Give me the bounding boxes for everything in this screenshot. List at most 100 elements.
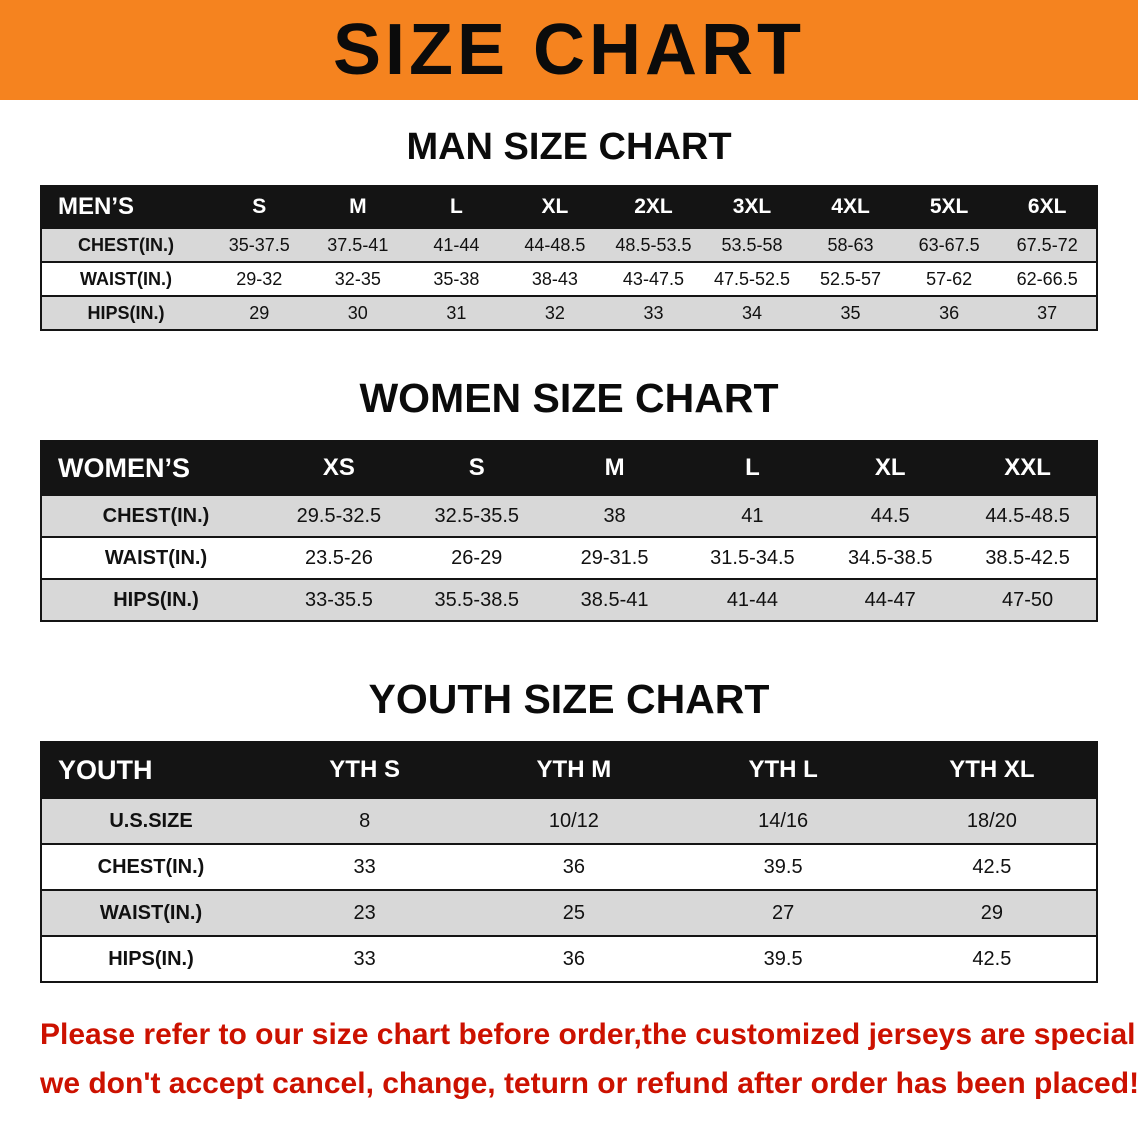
size-value-cell: 47-50 [1001, 588, 1054, 611]
size-value-cell: 43-47.5 [622, 268, 684, 289]
size-column-header: M [604, 454, 625, 481]
size-value-cell: 23.5-26 [304, 546, 373, 569]
size-column-header: L [449, 195, 463, 218]
table-row: WAIST(IN.) 23 25 27 29 [41, 890, 1097, 936]
size-value-cell: 26-29 [451, 546, 503, 569]
row-label: CHEST(IN.) [102, 504, 210, 527]
men-size-table: MEN’S S M L XL 2XL 3XL 4XL 5XL 6XL CHEST(IN.) 35-37… [40, 185, 1098, 331]
size-column-header: M [349, 195, 367, 218]
row-label-header: YOUTH [58, 754, 153, 785]
row-label: CHEST(IN.) [97, 855, 205, 878]
size-column-header: 4XL [831, 195, 870, 218]
size-value-cell: 48.5-53.5 [615, 234, 692, 255]
size-value-cell: 42.5 [972, 947, 1012, 970]
size-value-cell: 29 [980, 901, 1003, 924]
table-row: WAIST(IN.) 29-32 32-35 35-38 38-43 43-47.5 47.… [41, 262, 1097, 296]
disclaimer-line-2: we don't accept cancel, change, teturn o… [40, 1066, 1138, 1100]
table-row: CHEST(IN.) 29.5-32.5 32.5-35.5 38 41 44.5 44.5… [41, 495, 1097, 537]
youth-section-title: YOUTH SIZE CHART [368, 676, 770, 722]
size-value-cell: 25 [562, 901, 585, 924]
table-row: CHEST(IN.) 33 36 39.5 42.5 [41, 844, 1097, 890]
size-value-cell: 38.5-42.5 [985, 546, 1070, 569]
size-value-cell: 32-35 [334, 268, 381, 289]
top-banner: SIZE CHART [0, 0, 1138, 100]
size-value-cell: 41-44 [726, 588, 778, 611]
size-value-cell: 36 [562, 947, 585, 970]
size-column-header: YTH M [536, 756, 612, 783]
size-value-cell: 53.5-58 [721, 234, 783, 255]
size-value-cell: 58-63 [827, 234, 874, 255]
men-section-title: MAN SIZE CHART [406, 126, 732, 168]
size-column-header: YTH XL [949, 756, 1035, 783]
size-value-cell: 23 [353, 901, 376, 924]
size-value-cell: 44-48.5 [524, 234, 586, 255]
size-value-cell: 31.5-34.5 [710, 546, 795, 569]
size-value-cell: 8 [359, 809, 371, 832]
size-value-cell: 36 [939, 302, 960, 323]
size-value-cell: 33-35.5 [304, 588, 373, 611]
disclaimer-line-1: Please refer to our size chart before or… [40, 1018, 1138, 1051]
size-value-cell: 41 [741, 504, 764, 527]
size-value-cell: 62-66.5 [1016, 268, 1078, 289]
row-label: CHEST(IN.) [78, 234, 174, 255]
size-value-cell: 35-38 [433, 268, 480, 289]
size-value-cell: 42.5 [972, 855, 1012, 878]
size-column-header: 6XL [1027, 195, 1067, 218]
table-row: CHEST(IN.) 35-37.5 37.5-41 41-44 44-48.5 48.5… [41, 228, 1097, 262]
row-label-header: WOMEN’S [58, 452, 190, 483]
size-value-cell: 37.5-41 [327, 234, 389, 255]
row-label: WAIST(IN.) [99, 901, 203, 924]
table-row: HIPS(IN.) 33 36 39.5 42.5 [41, 936, 1097, 982]
size-column-header: 5XL [929, 195, 969, 218]
size-value-cell: 29.5-32.5 [296, 504, 382, 527]
size-value-cell: 32 [544, 302, 565, 323]
row-label: HIPS(IN.) [108, 947, 194, 970]
size-column-header: XL [541, 195, 569, 218]
page-title: SIZE CHART [333, 10, 805, 90]
size-value-cell: 35.5-38.5 [434, 588, 519, 611]
size-value-cell: 33 [643, 302, 664, 323]
size-value-cell: 30 [347, 302, 368, 323]
size-value-cell: 41-44 [433, 234, 480, 255]
size-value-cell: 10/12 [548, 809, 599, 832]
table-header-row: MEN’S S M L XL 2XL 3XL 4XL 5XL 6XL [41, 186, 1097, 228]
size-value-cell: 57-62 [926, 268, 973, 289]
size-value-cell: 38 [603, 504, 626, 527]
size-value-cell: 18/20 [966, 809, 1017, 832]
table-row: U.S.SIZE 8 10/12 14/16 18/20 [41, 798, 1097, 844]
size-value-cell: 35-37.5 [228, 234, 290, 255]
table-header-row: WOMEN’S XS S M L XL XXL [41, 441, 1097, 495]
size-column-header: 3XL [732, 195, 772, 218]
size-value-cell: 32.5-35.5 [434, 504, 519, 527]
size-value-cell: 36 [562, 855, 585, 878]
size-value-cell: 14/16 [758, 809, 809, 832]
size-value-cell: 44-47 [864, 588, 916, 611]
women-size-table: WOMEN’S XS S M L XL XXL CHEST(IN.) 29.5-32.5 32.5… [40, 440, 1098, 622]
size-value-cell: 52.5-57 [820, 268, 882, 289]
size-value-cell: 44.5-48.5 [985, 504, 1070, 527]
row-label: U.S.SIZE [109, 809, 193, 832]
disclaimer-text: Please refer to our size chart before or… [40, 1011, 1138, 1108]
row-label: WAIST(IN.) [80, 268, 172, 289]
size-value-cell: 38.5-41 [580, 588, 649, 611]
size-value-cell: 38-43 [531, 268, 578, 289]
size-column-header: S [252, 195, 267, 218]
size-column-header: 2XL [634, 195, 673, 218]
size-value-cell: 39.5 [763, 947, 803, 970]
size-value-cell: 35 [840, 302, 861, 323]
size-value-cell: 67.5-72 [1016, 234, 1078, 255]
size-value-cell: 29 [249, 302, 270, 323]
table-row: HIPS(IN.) 33-35.5 35.5-38.5 38.5-41 41-44 44-… [41, 579, 1097, 621]
size-value-cell: 39.5 [763, 855, 803, 878]
row-label-header: MEN’S [58, 193, 135, 220]
size-value-cell: 29-32 [236, 268, 283, 289]
table-row: WAIST(IN.) 23.5-26 26-29 29-31.5 31.5-34.5 34… [41, 537, 1097, 579]
size-column-header: YTH L [748, 756, 818, 783]
row-label: WAIST(IN.) [104, 546, 208, 569]
row-label: HIPS(IN.) [87, 302, 165, 323]
size-column-header: XS [322, 454, 355, 481]
size-column-header: XXL [1004, 454, 1051, 481]
size-value-cell: 29-31.5 [580, 546, 649, 569]
size-column-header: XL [874, 454, 906, 481]
